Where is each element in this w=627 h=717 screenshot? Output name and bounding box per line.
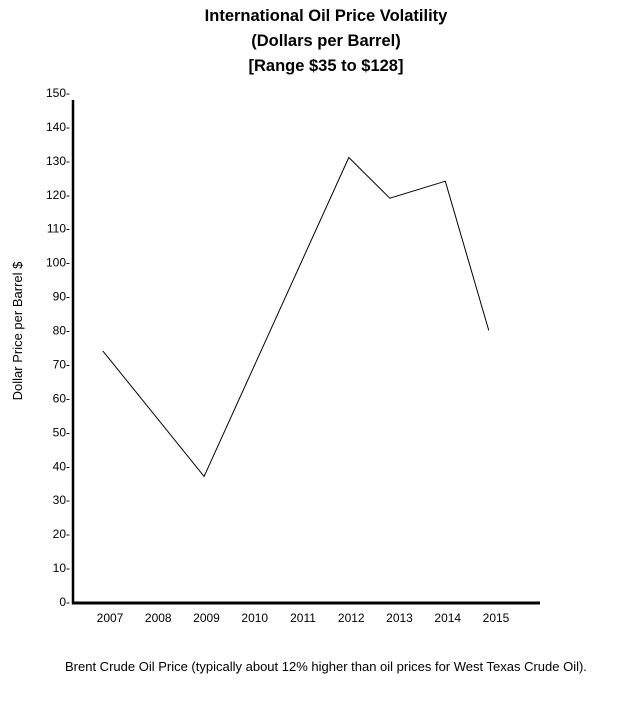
y-tick-label: 150- xyxy=(46,86,70,100)
y-tick-label: 0- xyxy=(59,595,70,609)
y-tick-label: 110- xyxy=(47,222,70,236)
chart-subtitle-units: (Dollars per Barrel) xyxy=(251,32,401,50)
x-tick-label: 2007 xyxy=(97,611,124,625)
y-tick-label: 140- xyxy=(46,120,70,134)
y-axis-label: Dollar Price per Barrel $ xyxy=(10,261,25,400)
y-tick-label: 100- xyxy=(46,256,70,270)
y-axis-ticks: 0- 10- 20- 30- 40- 50- 60- 70- 80- 90- 100- 110- 120… xyxy=(46,86,70,609)
x-tick-label: 2013 xyxy=(386,611,413,625)
y-tick-label: 10- xyxy=(53,561,70,575)
y-tick-label: 70- xyxy=(53,357,70,371)
chart-subtitle-range: [Range $35 to $128] xyxy=(248,57,404,75)
y-tick-label: 50- xyxy=(53,425,70,439)
y-tick-label: 20- xyxy=(53,527,70,541)
x-tick-label: 2010 xyxy=(241,611,268,625)
x-tick-label: 2011 xyxy=(290,611,316,625)
y-tick-label: 130- xyxy=(46,154,70,168)
y-tick-label: 80- xyxy=(53,324,70,338)
series-line-brent xyxy=(102,156,490,478)
x-axis-ticks: 2007 2008 2009 2010 2011 2012 2013 2014 2015 xyxy=(97,611,510,625)
x-tick-label: 2009 xyxy=(193,611,220,625)
x-tick-label: 2012 xyxy=(338,611,365,625)
y-tick-label: 120- xyxy=(46,188,70,202)
y-tick-label: 60- xyxy=(53,391,70,405)
x-tick-label: 2015 xyxy=(483,611,510,625)
chart-title: International Oil Price Volatility xyxy=(204,7,448,25)
chart-caption: Brent Crude Oil Price (typically about 1… xyxy=(65,659,587,674)
chart-title-block: International Oil Price Volatility (Doll… xyxy=(40,4,612,79)
y-tick-label: 90- xyxy=(53,290,70,304)
x-tick-label: 2014 xyxy=(434,611,461,625)
x-tick-label: 2008 xyxy=(145,611,172,625)
y-tick-label: 40- xyxy=(53,459,70,473)
y-tick-label: 30- xyxy=(53,493,70,507)
